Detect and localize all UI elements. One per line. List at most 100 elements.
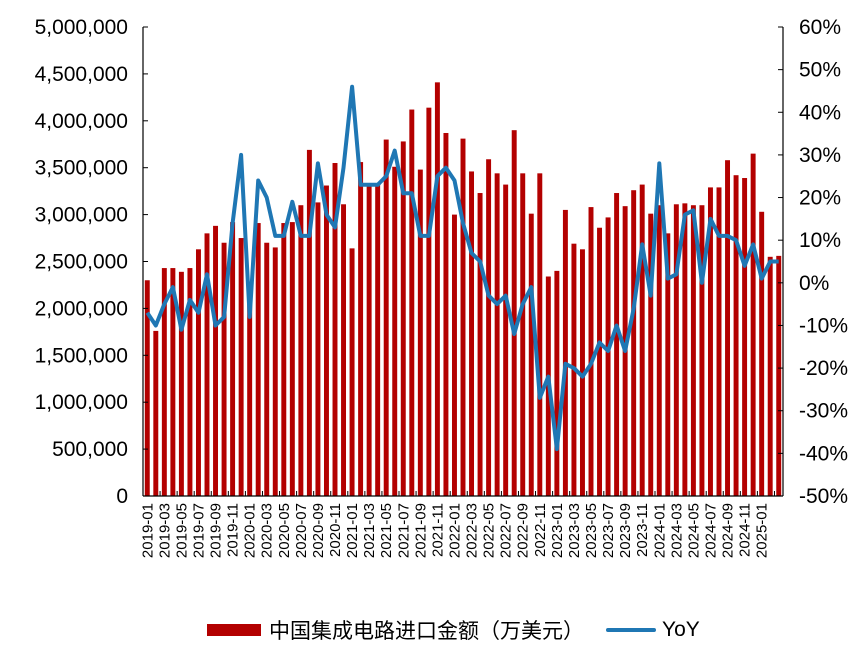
bar [383,139,389,496]
bar [315,202,321,496]
right-tick-label: -50% [799,485,848,508]
x-tick-label: 2020-11 [327,503,344,557]
x-tick-label: 2019-05 [173,503,190,558]
bar [725,160,731,497]
bar [767,256,773,496]
bar [400,141,406,496]
bar [673,204,679,497]
bar [392,166,398,496]
bar [503,184,509,497]
bar [426,107,432,496]
bar [707,187,713,496]
x-tick-label: 2023-03 [566,503,583,558]
bar [750,153,756,496]
bar [264,242,270,496]
right-tick-label: -20% [799,357,848,380]
bar [298,205,304,496]
x-tick-label: 2020-07 [293,503,310,558]
legend-bar-label: 中国集成电路进口金额（万美元） [269,620,584,643]
x-tick-label: 2021-09 [412,503,429,558]
bar [332,163,338,496]
x-tick-label: 2020-09 [310,503,327,558]
x-tick-label: 2024-07 [702,503,719,558]
left-tick-label: 1,500,000 [35,344,128,367]
bar [153,330,159,496]
left-tick-label: 0 [116,485,128,508]
bar [272,247,278,496]
right-axis-ticks: -50% -40% -30% -20% -10% 0% 10% 20% 30% 40% 50% 60% [778,16,848,508]
bar [341,204,347,497]
combo-chart: 0 500,000 1,000,000 1,500,000 2,000,000 2,500… [35,16,848,558]
bar [451,214,457,496]
x-tick-label: 2024-03 [668,503,685,558]
x-tick-label: 2021-11 [429,503,446,557]
right-tick-label: 10% [799,229,841,252]
x-tick-label: 2023-05 [583,503,600,558]
bar [733,175,739,497]
x-tick-label: 2021-05 [378,503,395,558]
bar [204,233,210,497]
bar [477,193,483,496]
right-tick-label: 60% [799,16,841,39]
bar [682,203,688,496]
bar [562,209,568,496]
x-tick-label: 2020-01 [242,503,259,558]
x-tick-label: 2022-01 [446,503,463,558]
x-tick-label: 2022-09 [515,503,532,558]
x-tick-label: 2024-01 [651,503,668,558]
bar [178,271,184,496]
bar [528,213,534,497]
x-tick-label: 2019-01 [139,503,156,558]
bar [417,169,423,497]
left-tick-label: 3,500,000 [35,157,128,180]
bar [494,173,500,496]
bar [144,280,150,496]
bar [614,193,620,496]
line-series-yoy [145,84,779,452]
x-tick-label: 2020-05 [276,503,293,558]
x-tick-label: 2020-03 [259,503,276,558]
bar [161,268,167,496]
left-tick-label: 500,000 [52,438,128,461]
bar [665,233,671,497]
x-tick-label: 2021-07 [395,503,412,558]
bar [213,225,219,496]
bar [511,130,517,496]
bar [648,213,654,497]
x-tick-label: 2022-07 [498,503,515,558]
right-tick-label: -10% [799,314,848,337]
bar [409,109,415,496]
bar [281,223,287,497]
x-tick-label: 2021-03 [361,503,378,558]
bar-series-import-value [144,82,782,497]
bar [255,223,261,497]
bar [349,248,355,496]
bar [366,185,372,496]
x-tick-label: 2019-03 [156,503,173,558]
bar [656,205,662,496]
bar [699,205,705,496]
bar [221,242,227,496]
x-tick-label: 2023-09 [617,503,634,558]
bar [759,211,765,496]
bar [358,162,364,496]
legend-bar-swatch [207,624,261,636]
bar [469,171,475,496]
left-tick-label: 5,000,000 [35,16,128,39]
bar [306,149,312,497]
x-tick-label: 2022-11 [532,503,549,557]
bar [605,217,611,496]
bar [187,268,193,496]
x-tick-label: 2023-07 [600,503,617,558]
x-tick-label: 2024-09 [720,503,737,558]
x-tick-label: 2025-01 [754,503,771,558]
yoy-line [145,84,779,452]
x-tick-label: 2022-05 [481,503,498,558]
bar [631,190,637,496]
right-tick-label: -40% [799,442,848,465]
right-tick-label: 50% [799,59,841,82]
x-tick-label: 2021-01 [344,503,361,558]
right-tick-label: 30% [799,144,841,167]
bar [434,82,440,496]
bar [588,207,594,496]
